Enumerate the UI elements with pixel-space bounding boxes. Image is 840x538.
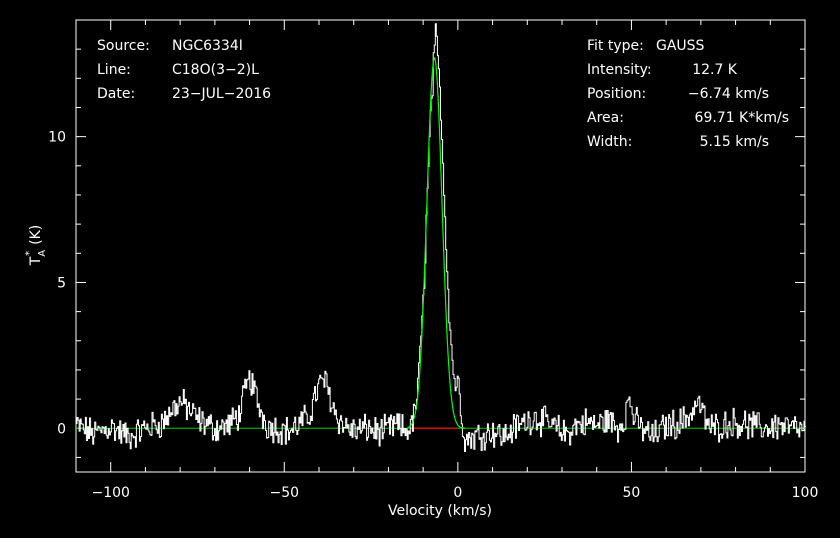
y-tick-label: 0 [57, 421, 66, 437]
y-axis-label-unit: (K) [28, 225, 44, 245]
spectrum-series-line [76, 23, 806, 452]
y-axis-label-sup: * [24, 251, 35, 256]
y-tick-label: 5 [57, 275, 66, 291]
svg-text:TA*(K): TA* (K) [24, 225, 48, 267]
x-axis-label: Velocity (km/s) [388, 503, 492, 519]
plot-frame [75, 19, 806, 473]
y-axis-label: TA* (K) [24, 225, 48, 267]
x-tick-label: 100 [792, 485, 819, 501]
axis-tick-labels: −100 −50 0 50 100 0 5 10 [48, 130, 818, 501]
source-key: Source: [97, 38, 150, 54]
width-key: Width: [587, 134, 632, 150]
header-right-block: Fit type: GAUSS Intensity: 12.7 K Positi… [587, 38, 789, 150]
x-tick-label: 0 [453, 485, 462, 501]
gaussian-fit-line [407, 57, 465, 429]
date-key: Date: [97, 86, 135, 102]
y-axis-label-main: T [28, 256, 44, 266]
x-tick-label: −100 [91, 485, 129, 501]
position-value: −6.74 km/s [688, 86, 769, 102]
line-value: C18O(3−2)L [172, 62, 259, 78]
source-value: NGC6334I [172, 38, 243, 54]
intensity-value: 12.7 K [692, 62, 738, 78]
header-left-block: Source: NGC6334I Line: C18O(3−2)L Date: … [97, 38, 271, 102]
fit-type-key: Fit type: [587, 38, 644, 54]
width-value: 5.15 km/s [700, 134, 769, 150]
area-value: 69.71 K*km/s [695, 110, 789, 126]
position-key: Position: [587, 86, 646, 102]
fit-type-value: GAUSS [656, 38, 705, 54]
line-key: Line: [97, 62, 131, 78]
x-tick-label: −50 [270, 485, 300, 501]
date-value: 23−JUL−2016 [172, 86, 271, 102]
intensity-key: Intensity: [587, 62, 652, 78]
y-tick-label: 10 [48, 130, 66, 146]
x-tick-label: 50 [623, 485, 641, 501]
y-axis-label-sub: A [37, 250, 48, 257]
area-key: Area: [587, 110, 624, 126]
